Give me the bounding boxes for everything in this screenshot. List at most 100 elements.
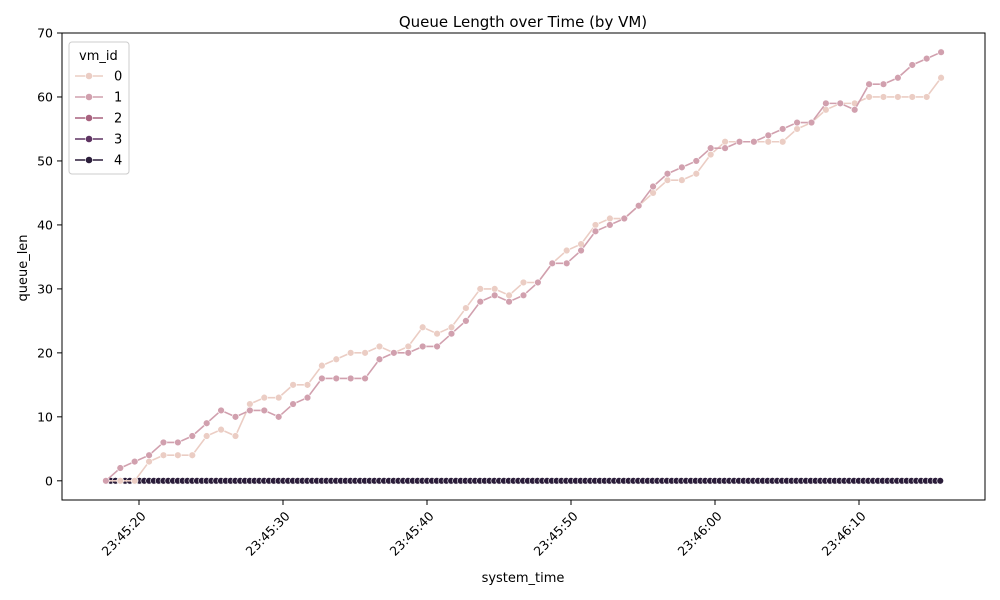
series-0-point-15 [318, 361, 326, 370]
y-tick-label-6: 60 [37, 89, 53, 104]
series-1-point-25 [462, 317, 470, 325]
legend-title: vm_id [79, 49, 118, 64]
series-0-point-8 [217, 425, 225, 434]
series-0-point-29 [519, 278, 528, 287]
y-tick-label-2: 20 [37, 345, 53, 360]
series-1-point-12 [274, 413, 283, 421]
series-0-point-39 [663, 176, 672, 184]
series-1-point-49 [807, 118, 816, 127]
series-1-point-56 [908, 61, 916, 69]
legend-marker-1 [85, 93, 93, 101]
plot-frame [61, 32, 986, 501]
legend-label-1: 1 [114, 91, 122, 106]
series-1-point-14 [303, 393, 312, 402]
series-1-point-36 [620, 214, 628, 223]
series-1-point-45 [750, 138, 758, 146]
series-0-point-22 [418, 323, 427, 331]
series-1-point-30 [534, 278, 542, 287]
series-1-point-58 [937, 48, 945, 56]
series-0-point-55 [894, 93, 902, 101]
series-0-point-13 [289, 381, 297, 389]
series-1-point-28 [505, 297, 513, 306]
series-0-point-26 [476, 285, 484, 293]
x-axis-title: system_time [482, 571, 565, 586]
series-4 [102, 477, 944, 485]
series-1-point-6 [188, 432, 196, 440]
series-1-point-24 [447, 329, 456, 338]
series-1-point-38 [649, 182, 657, 191]
series-0-point-21 [404, 342, 412, 351]
series-1-point-15 [318, 374, 326, 383]
series-0-point-41 [692, 170, 700, 178]
x-tick-label-0: 23:45:20 [98, 508, 148, 558]
legend-item-2: 2 [75, 112, 122, 127]
series-0 [102, 74, 945, 485]
legend-item-0: 0 [75, 70, 122, 85]
series-1-point-48 [793, 118, 801, 127]
series-0-point-17 [346, 349, 355, 357]
series-0-point-6 [188, 451, 196, 459]
series-0-point-42 [706, 150, 715, 159]
series-1-point-32 [562, 259, 571, 267]
y-axis-title: queue_len [16, 234, 31, 301]
series-1-point-34 [591, 227, 600, 236]
series-0-point-24 [447, 323, 456, 331]
series-1-point-50 [822, 99, 830, 108]
series-1-point-53 [865, 80, 873, 88]
series-1-point-17 [346, 374, 355, 383]
series-0-point-18 [361, 349, 369, 357]
series-0-point-9 [231, 432, 240, 440]
legend-marker-3 [85, 135, 93, 143]
x-tick-label-3: 23:45:50 [530, 508, 580, 558]
series-1-point-22 [418, 342, 427, 351]
legend-label-0: 0 [114, 70, 122, 85]
series-1 [102, 48, 945, 485]
series-1-point-4 [159, 438, 168, 447]
series-0-point-58 [937, 74, 945, 82]
series-0-point-25 [462, 304, 470, 312]
series-1-point-46 [764, 131, 772, 140]
series-1-point-0 [102, 477, 110, 485]
series-0-point-16 [332, 355, 340, 363]
series-0-point-3 [145, 457, 153, 466]
series-1-point-26 [476, 297, 484, 306]
series-0-point-19 [375, 342, 384, 351]
x-tick-label-5: 23:46:10 [818, 508, 868, 558]
series-1-point-41 [692, 157, 700, 165]
series-0-point-10 [246, 400, 254, 408]
series-0-point-2 [130, 477, 139, 485]
series-0-point-54 [879, 93, 888, 101]
legend-item-4: 4 [75, 154, 122, 169]
legend-label-2: 2 [114, 112, 122, 127]
series-1-point-40 [678, 163, 686, 172]
series-line-1 [105, 51, 942, 482]
series-1-point-9 [231, 413, 240, 421]
series-0-point-4 [159, 451, 168, 459]
x-tick-label-1: 23:45:30 [242, 508, 292, 558]
series-0-point-48 [793, 125, 801, 133]
series-1-point-37 [634, 202, 643, 210]
series-1-point-39 [663, 170, 672, 178]
y-axis: 0 10 20 30 40 50 60 70 [37, 26, 62, 488]
plot-area [61, 32, 986, 501]
legend-item-1: 1 [75, 91, 122, 106]
series-4-point-174 [936, 477, 944, 485]
legend-box [68, 41, 130, 175]
y-tick-label-0: 0 [45, 473, 53, 488]
legend-marker-2 [85, 114, 93, 122]
series-0-point-1 [116, 477, 124, 485]
series-1-point-16 [332, 374, 340, 383]
series-0-point-5 [174, 451, 182, 459]
series-1-point-42 [706, 144, 715, 152]
series-1-point-54 [879, 80, 888, 88]
y-tick-label-1: 10 [37, 409, 53, 424]
series-1-point-47 [778, 125, 787, 133]
y-tick-label-7: 70 [37, 26, 53, 41]
series-1-point-33 [577, 246, 585, 255]
chart-title: Queue Length over Time (by VM) [399, 13, 647, 31]
x-tick-label-4: 23:46:00 [674, 508, 724, 558]
series-1-point-55 [894, 74, 902, 82]
series-1-point-18 [361, 374, 369, 383]
legend: vm_id 0 1 2 3 4 [68, 41, 130, 175]
